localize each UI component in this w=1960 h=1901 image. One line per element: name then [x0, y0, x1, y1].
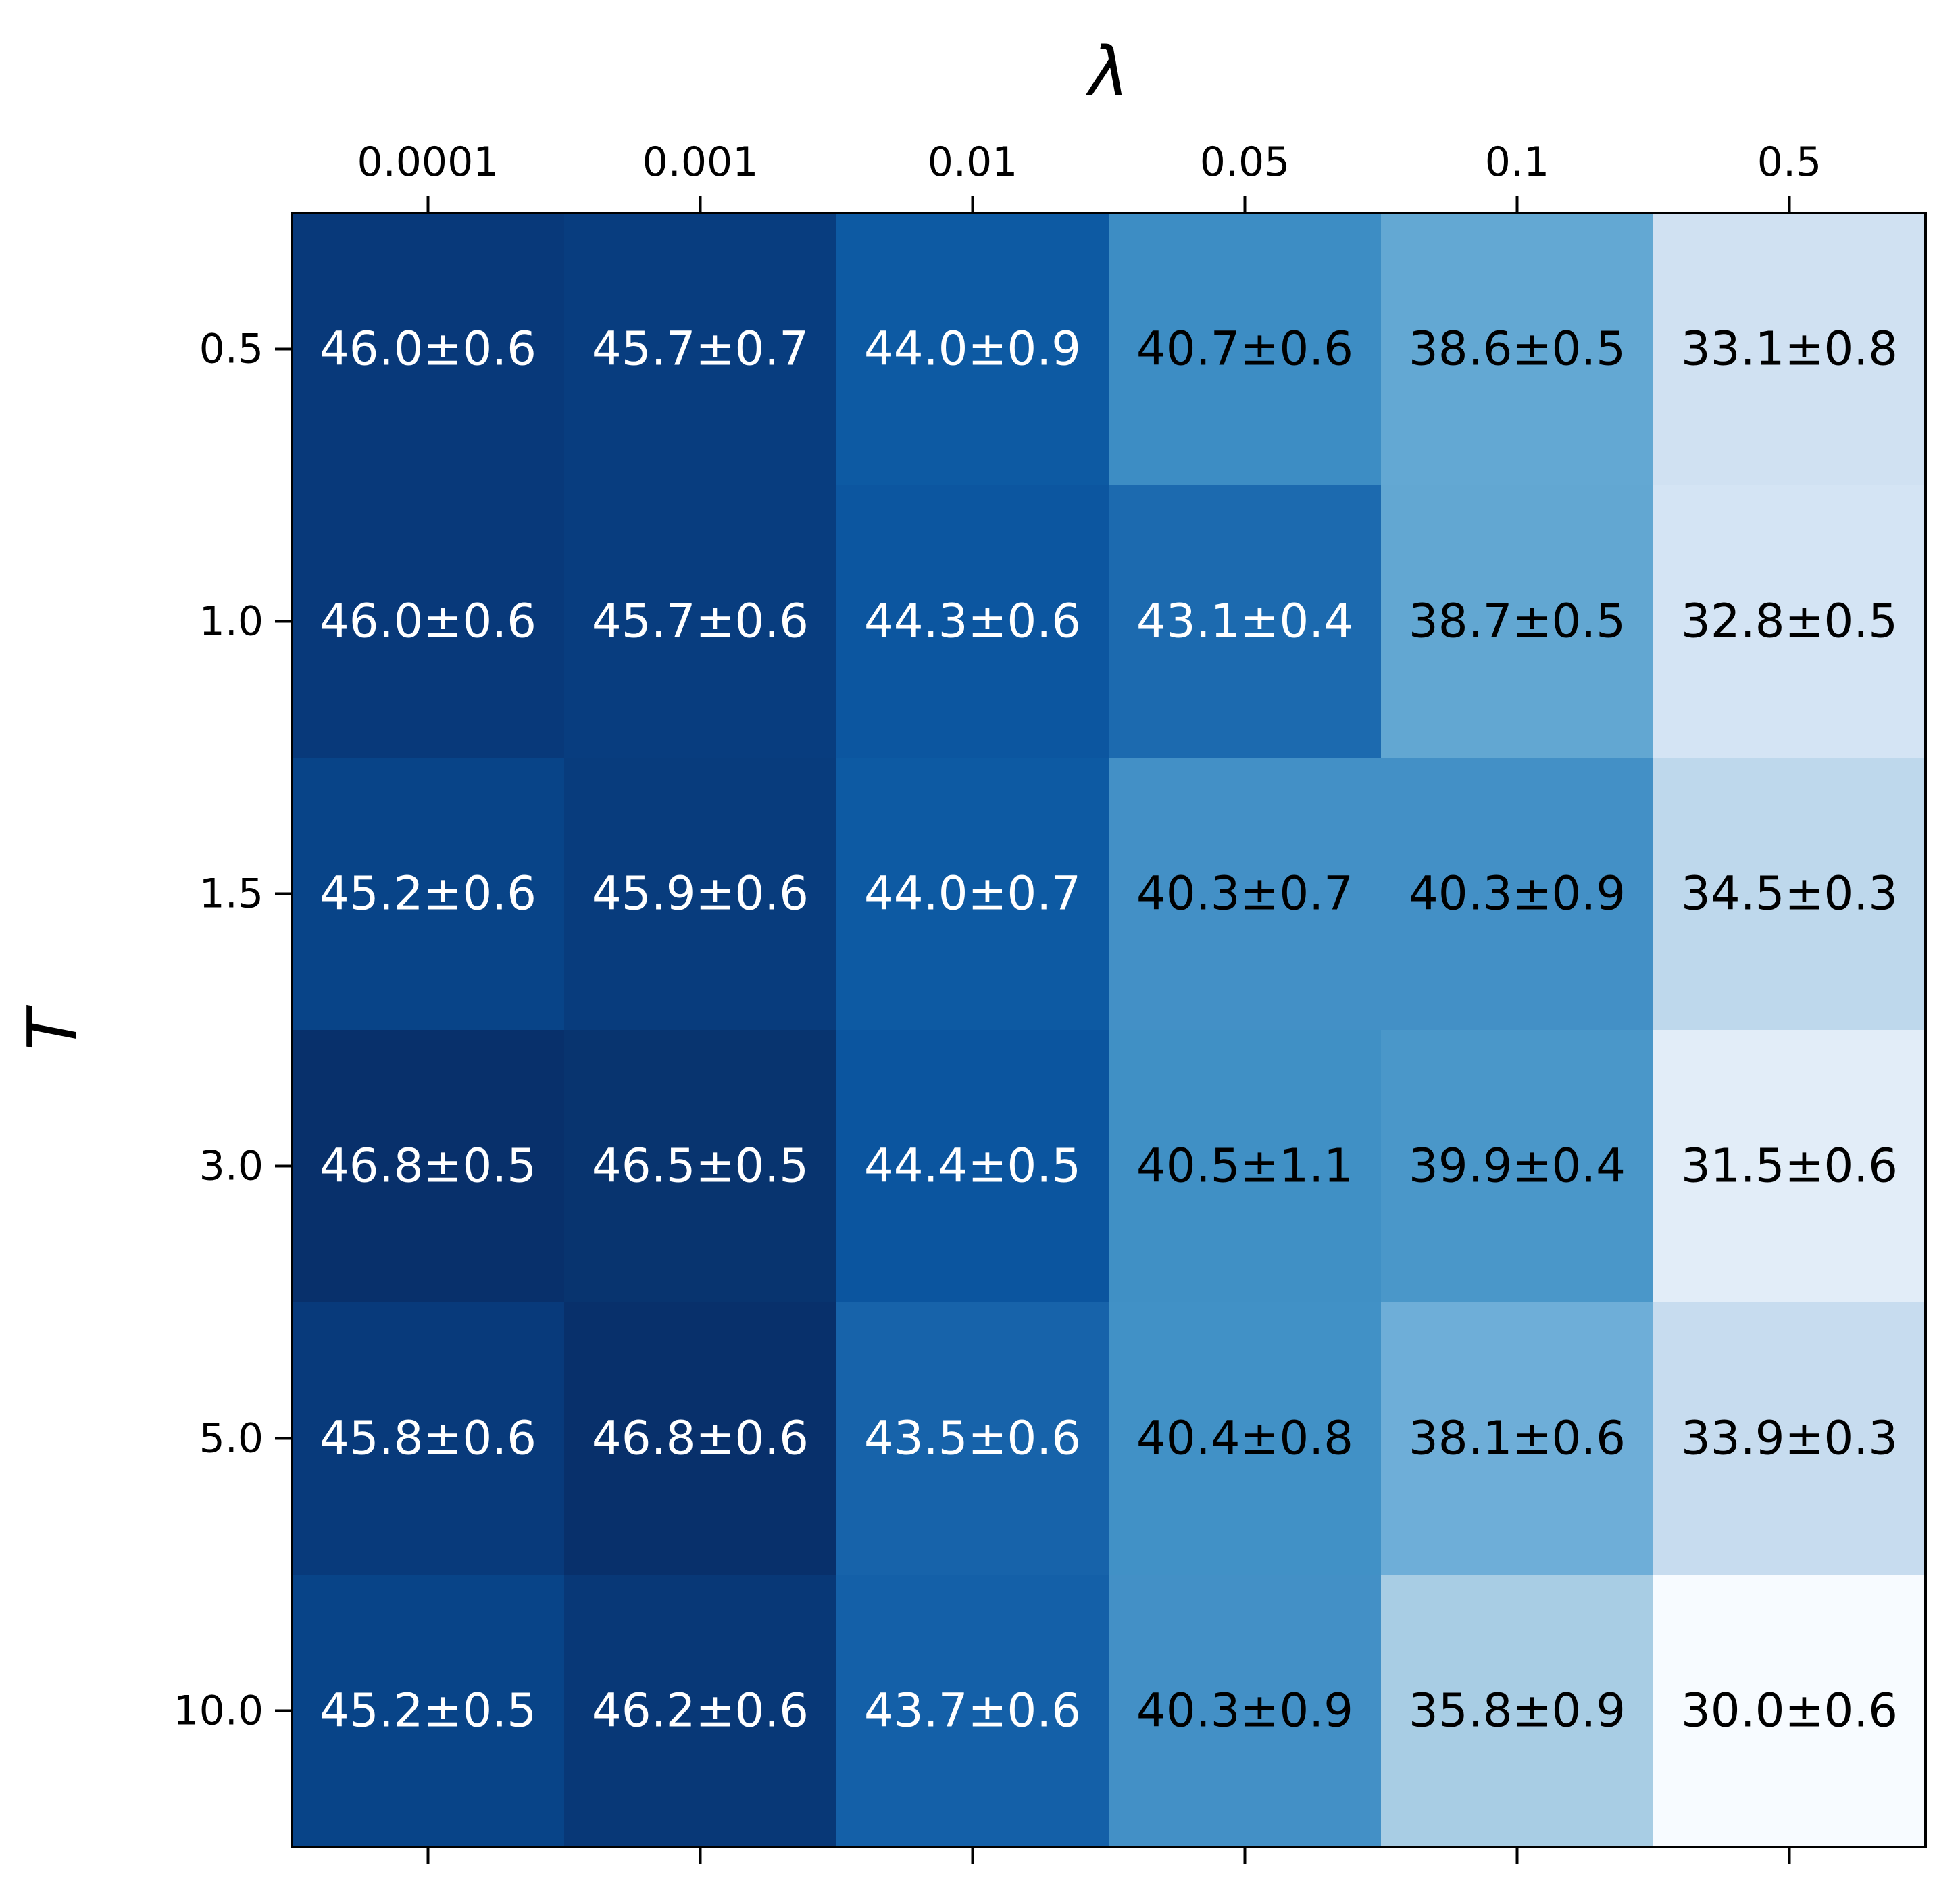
cell-value-label: 45.9±0.6	[592, 867, 809, 921]
cell-value-label: 35.8±0.9	[1409, 1684, 1626, 1738]
cell-value-label: 32.8±0.5	[1681, 595, 1898, 649]
cell-value-label: 40.5±1.1	[1136, 1139, 1353, 1193]
heatmap-cell	[1381, 1030, 1654, 1303]
cell-value-label: 44.4±0.5	[864, 1139, 1081, 1193]
heatmap-cell	[1653, 1302, 1926, 1575]
cell-value-label: 44.0±0.9	[864, 322, 1081, 376]
x-tick-label: 0.01	[928, 139, 1018, 186]
cell-value-label: 45.7±0.6	[592, 595, 809, 649]
cell-value-label: 46.0±0.6	[320, 322, 536, 376]
heatmap-cell	[1109, 1302, 1382, 1575]
cell-value-label: 38.7±0.5	[1409, 595, 1626, 649]
cell-value-label: 31.5±0.6	[1681, 1139, 1898, 1193]
cell-value-label: 45.2±0.5	[320, 1684, 536, 1738]
cell-value-label: 40.7±0.6	[1136, 322, 1353, 376]
y-tick-label: 3.0	[199, 1143, 263, 1190]
heatmap-cell	[292, 213, 565, 486]
cell-value-label: 44.0±0.7	[864, 867, 1081, 921]
heatmap-cell	[836, 758, 1109, 1031]
heatmap-cell	[1381, 1302, 1654, 1575]
heatmap-cell	[1653, 1575, 1926, 1848]
axis-ticks: 0.0001 0.001 0.01 0.05 0.1 0.5 0.5 1.0 1.5 3.0 5.0…	[173, 139, 1821, 1864]
heatmap-cell	[836, 1030, 1109, 1303]
y-tick-label: 0.5	[199, 326, 263, 373]
x-tick-label: 0.5	[1757, 139, 1821, 186]
heatmap-cell	[836, 1302, 1109, 1575]
y-tick-label: 5.0	[199, 1415, 263, 1462]
x-tick-label: 0.001	[643, 139, 759, 186]
cell-value-label: 43.5±0.6	[864, 1412, 1081, 1466]
cell-value-label: 46.5±0.5	[592, 1139, 809, 1193]
heatmap-cell	[1109, 485, 1382, 758]
heatmap-cell	[1109, 1575, 1382, 1848]
heatmap-cell	[292, 758, 565, 1031]
heatmap-cell	[564, 213, 837, 486]
x-tick-label: 0.05	[1200, 139, 1290, 186]
heatmap-cell	[292, 1575, 565, 1848]
heatmap-cells	[292, 213, 1926, 1848]
heatmap-cell	[564, 485, 837, 758]
cell-value-label: 46.2±0.6	[592, 1684, 809, 1738]
heatmap-cell	[1381, 485, 1654, 758]
heatmap-cell	[1381, 758, 1654, 1031]
heatmap-cell	[1381, 213, 1654, 486]
cell-value-label: 40.3±0.9	[1136, 1684, 1353, 1738]
cell-value-label: 34.5±0.3	[1681, 867, 1898, 921]
cell-value-label: 45.8±0.6	[320, 1412, 536, 1466]
x-tick-label: 0.1	[1485, 139, 1549, 186]
y-axis-title: T	[13, 1005, 92, 1051]
heatmap-cell	[1381, 1575, 1654, 1848]
cell-value-label: 40.3±0.7	[1136, 867, 1353, 921]
heatmap-cell	[836, 213, 1109, 486]
heatmap-cell	[1653, 213, 1926, 486]
heatmap-cell	[1653, 485, 1926, 758]
cell-value-label: 46.8±0.5	[320, 1139, 536, 1193]
cell-value-label: 43.1±0.4	[1136, 595, 1353, 649]
cell-value-label: 30.0±0.6	[1681, 1684, 1898, 1738]
heatmap-cell	[292, 485, 565, 758]
heatmap-cell	[1109, 758, 1382, 1031]
cell-value-label: 44.3±0.6	[864, 595, 1081, 649]
cell-value-label: 38.6±0.5	[1409, 322, 1626, 376]
cell-value-label: 46.0±0.6	[320, 595, 536, 649]
heatmap-cell	[1653, 1030, 1926, 1303]
heatmap-cell-labels: 46.0±0.6 45.7±0.7 44.0±0.9 40.7±0.6 38.6±0.5…	[320, 322, 1898, 1738]
cell-value-label: 39.9±0.4	[1409, 1139, 1626, 1193]
cell-value-label: 33.9±0.3	[1681, 1412, 1898, 1466]
y-tick-label: 1.0	[199, 598, 263, 645]
y-tick-label: 1.5	[199, 870, 263, 918]
cell-value-label: 46.8±0.6	[592, 1412, 809, 1466]
cell-value-label: 40.4±0.8	[1136, 1412, 1353, 1466]
plot-frame	[291, 212, 1927, 1848]
heatmap-cell	[1109, 1030, 1382, 1303]
heatmap-cell	[564, 1575, 837, 1848]
heatmap-cell	[564, 758, 837, 1031]
heatmap-cell	[564, 1302, 837, 1575]
x-axis-title: λ	[1085, 32, 1128, 111]
cell-value-label: 43.7±0.6	[864, 1684, 1081, 1738]
cell-value-label: 33.1±0.8	[1681, 322, 1898, 376]
x-tick-label: 0.0001	[357, 139, 499, 186]
cell-value-label: 38.1±0.6	[1409, 1412, 1626, 1466]
cell-value-label: 45.2±0.6	[320, 867, 536, 921]
heatmap-cell	[836, 485, 1109, 758]
heatmap-cell	[1653, 758, 1926, 1031]
heatmap-cell	[292, 1302, 565, 1575]
cell-value-label: 40.3±0.9	[1409, 867, 1626, 921]
heatmap-cell	[836, 1575, 1109, 1848]
heatmap-cell	[564, 1030, 837, 1303]
cell-value-label: 45.7±0.7	[592, 322, 809, 376]
heatmap-cell	[292, 1030, 565, 1303]
heatmap-cell	[1109, 213, 1382, 486]
y-tick-label: 10.0	[173, 1687, 263, 1735]
